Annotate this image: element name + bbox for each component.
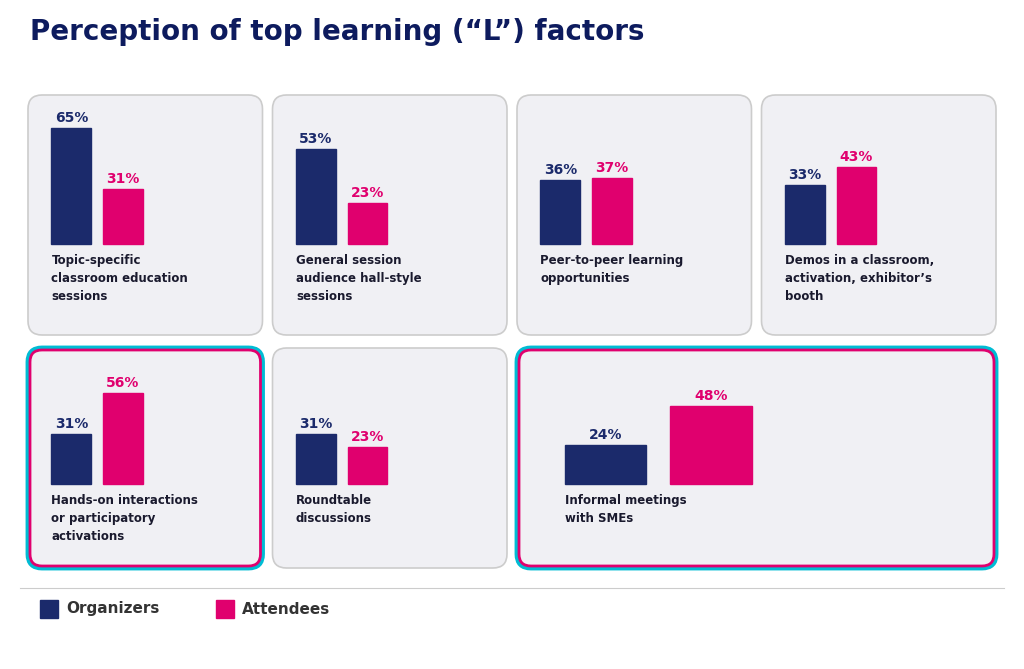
Text: Attendees: Attendees	[242, 601, 331, 617]
Text: 24%: 24%	[589, 428, 623, 442]
Text: 31%: 31%	[54, 417, 88, 431]
Bar	[785, 185, 824, 244]
Text: General session
audience hall-style
sessions: General session audience hall-style sess…	[296, 254, 422, 303]
Text: Hands-on interactions
or participatory
activations: Hands-on interactions or participatory a…	[51, 494, 199, 543]
Bar	[296, 149, 336, 244]
Bar	[837, 167, 877, 244]
Bar	[296, 434, 336, 484]
Text: 48%: 48%	[694, 389, 728, 403]
Text: 31%: 31%	[106, 171, 139, 185]
FancyBboxPatch shape	[28, 95, 262, 335]
Text: 37%: 37%	[595, 161, 629, 175]
FancyBboxPatch shape	[762, 95, 996, 335]
Bar	[347, 203, 387, 244]
Text: Roundtable
discussions: Roundtable discussions	[296, 494, 372, 525]
Bar	[216, 600, 234, 618]
Text: Perception of top learning (“L”) factors: Perception of top learning (“L”) factors	[30, 18, 644, 46]
Text: Organizers: Organizers	[66, 601, 160, 617]
Text: Peer-to-peer learning
opportunities: Peer-to-peer learning opportunities	[541, 254, 684, 285]
Bar	[541, 179, 581, 244]
FancyBboxPatch shape	[517, 95, 752, 335]
Text: 65%: 65%	[54, 111, 88, 125]
Text: Informal meetings
with SMEs: Informal meetings with SMEs	[565, 494, 686, 525]
FancyBboxPatch shape	[517, 348, 996, 568]
Bar	[671, 406, 752, 484]
Text: Topic-specific
classroom education
sessions: Topic-specific classroom education sessi…	[51, 254, 188, 303]
Bar	[51, 434, 91, 484]
Bar	[347, 447, 387, 484]
Bar	[592, 178, 632, 244]
Bar	[565, 445, 646, 484]
Text: 33%: 33%	[788, 168, 821, 182]
Bar	[51, 128, 91, 244]
Text: 23%: 23%	[351, 186, 384, 200]
FancyBboxPatch shape	[272, 95, 507, 335]
FancyBboxPatch shape	[28, 348, 262, 568]
Text: Demos in a classroom,
activation, exhibitor’s
booth: Demos in a classroom, activation, exhibi…	[785, 254, 934, 303]
Text: 56%: 56%	[106, 376, 139, 390]
FancyBboxPatch shape	[272, 348, 507, 568]
Bar	[103, 393, 143, 484]
Text: 31%: 31%	[299, 417, 333, 431]
Text: 43%: 43%	[840, 150, 873, 164]
Bar	[40, 600, 58, 618]
Text: 53%: 53%	[299, 132, 333, 147]
Text: 23%: 23%	[351, 429, 384, 444]
Text: 36%: 36%	[544, 163, 577, 177]
Bar	[103, 189, 143, 244]
